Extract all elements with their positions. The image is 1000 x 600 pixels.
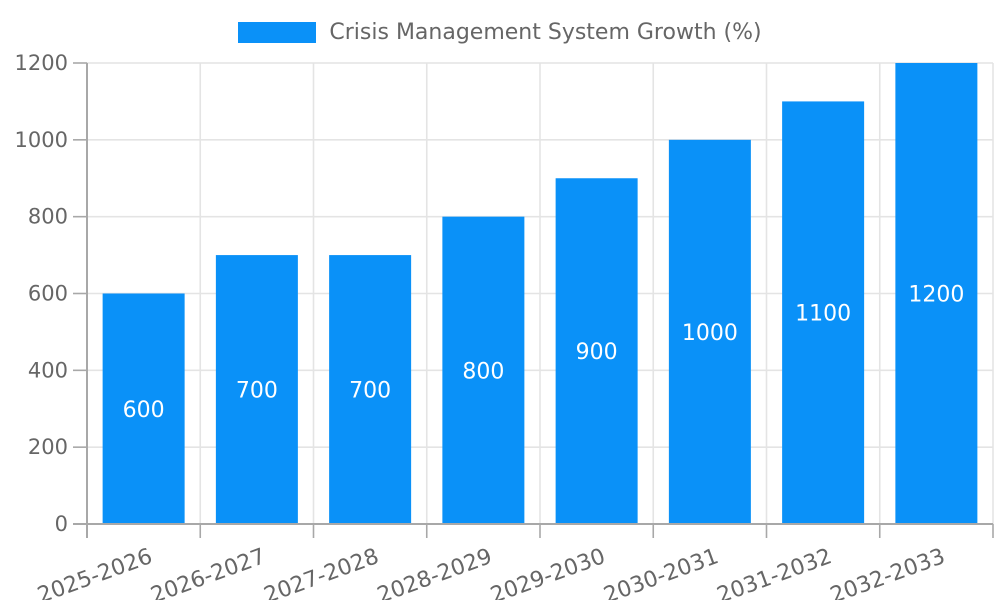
bar — [895, 63, 978, 524]
legend-color-swatch — [238, 22, 317, 43]
y-tick-label: 1200 — [15, 51, 68, 75]
x-tick-label: 2028-2029 — [374, 544, 495, 600]
x-tick-label: 2025-2026 — [34, 544, 155, 600]
bar — [215, 255, 298, 525]
y-tick-label: 1000 — [15, 128, 68, 152]
bar — [102, 293, 185, 524]
bar — [442, 216, 525, 524]
bar — [329, 255, 412, 525]
bar-value-label: 1000 — [682, 321, 738, 346]
bar-value-label: 900 — [576, 340, 618, 365]
y-tick-label: 400 — [28, 358, 68, 382]
x-tick-label: 2030-2031 — [601, 544, 722, 600]
bar-value-label: 800 — [462, 359, 504, 384]
bar-value-label: 700 — [236, 379, 278, 404]
bar-value-label: 700 — [349, 379, 391, 404]
y-tick-label: 200 — [28, 435, 68, 459]
y-tick-label: 800 — [28, 205, 68, 229]
legend-label: Crisis Management System Growth (%) — [329, 20, 762, 45]
x-tick-label: 2032-2033 — [827, 544, 948, 600]
bar-value-label: 600 — [123, 398, 165, 423]
bar — [668, 139, 751, 525]
x-tick-label: 2026-2027 — [148, 544, 269, 600]
x-tick-label: 2029-2030 — [487, 544, 608, 600]
y-tick-label: 0 — [55, 512, 68, 536]
bar — [782, 101, 865, 525]
y-tick-label: 600 — [28, 282, 68, 306]
bar-value-label: 1100 — [795, 302, 851, 327]
chart-legend-item: Crisis Management System Growth (%) — [0, 16, 1000, 49]
bar — [555, 178, 638, 524]
x-tick-label: 2031-2032 — [714, 544, 835, 600]
x-tick-label: 2027-2028 — [261, 544, 382, 600]
bar-value-label: 1200 — [908, 283, 964, 308]
